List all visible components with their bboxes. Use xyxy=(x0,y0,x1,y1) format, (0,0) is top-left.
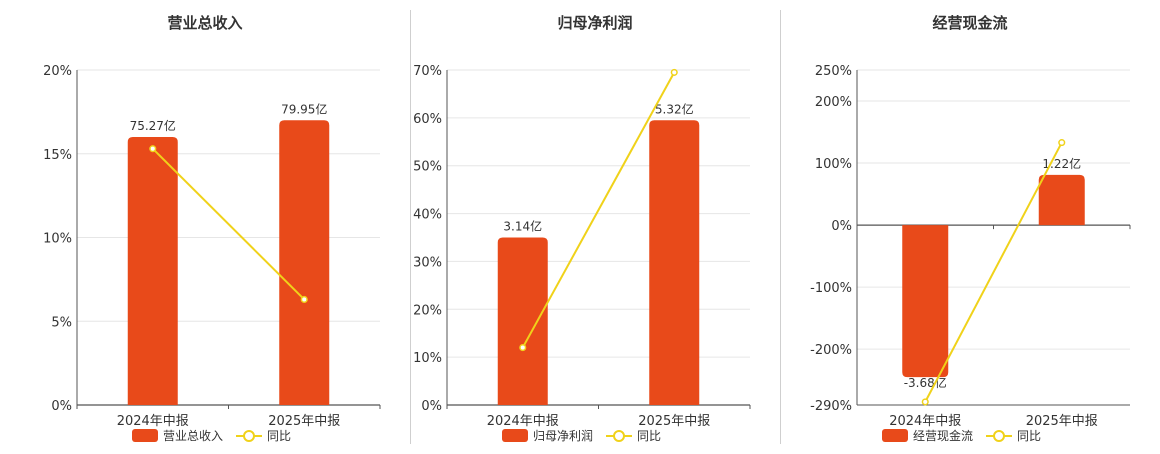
bar-value-label: 75.27亿 xyxy=(130,118,176,133)
cash-flow-chart-panel: 经营现金流 -290% -200% -100% 0% 100% 200% 250% 2024年… xyxy=(780,0,1160,450)
legend-line-label: 同比 xyxy=(1017,429,1041,443)
yoy-point xyxy=(300,295,308,304)
y-tick-label: 70% xyxy=(413,64,442,79)
yoy-point xyxy=(921,398,929,406)
x-tick-label: 2025年中报 xyxy=(1026,414,1098,429)
revenue-chart: 0% 5% 10% 15% 20% 2024年中报 2025年中报 75.27亿 79.95亿营… xyxy=(43,64,381,443)
y-tick-label: 100% xyxy=(815,157,852,172)
y-tick-label: -200% xyxy=(810,343,852,358)
y-tick-label: 0% xyxy=(421,399,442,414)
legend-line-label: 同比 xyxy=(637,429,661,443)
legend-bar-label: 归母净利润 xyxy=(533,429,593,443)
y-tick-label: 10% xyxy=(43,232,72,247)
legend-bar-swatch xyxy=(132,429,158,442)
bar xyxy=(279,120,330,405)
legend-line-label: 同比 xyxy=(267,429,291,443)
revenue-chart-panel: 营业总收入 0% 5% 10% 15% 20% 2024年中报 2025年中报 75.27亿 7… xyxy=(0,0,410,450)
legend-line-marker xyxy=(613,430,625,442)
bar xyxy=(902,225,949,378)
x-tick-label: 2025年中报 xyxy=(638,414,710,429)
chart-title: 经营现金流 xyxy=(932,14,1008,32)
bar xyxy=(497,237,548,405)
y-tick-label: 200% xyxy=(815,95,852,110)
y-tick-label: -290% xyxy=(810,399,852,414)
chart-title: 归母净利润 xyxy=(557,14,633,32)
bar-value-label: 3.14亿 xyxy=(503,219,542,234)
y-tick-label: 15% xyxy=(43,148,72,163)
legend-bar-swatch xyxy=(502,429,528,442)
x-tick-label: 2024年中报 xyxy=(487,414,559,429)
y-tick-label: 40% xyxy=(413,208,442,223)
net-profit-chart: 0% 10% 20% 30% 40% 50% 60% 70% 2024年中报 2025年中报 3.1… xyxy=(413,64,751,443)
x-tick-label: 2024年中报 xyxy=(117,414,189,429)
panel-divider xyxy=(410,10,411,444)
yoy-point xyxy=(149,145,157,153)
y-tick-label: 20% xyxy=(43,64,72,79)
x-tick-label: 2025年中报 xyxy=(268,414,340,429)
legend-bar-label: 营业总收入 xyxy=(163,429,223,443)
y-tick-label: 0% xyxy=(831,219,852,234)
y-tick-label: 250% xyxy=(815,64,852,79)
legend-bar-swatch xyxy=(882,429,908,442)
bar xyxy=(649,120,700,405)
legend-line-marker xyxy=(243,430,255,442)
y-tick-label: 60% xyxy=(413,112,442,127)
y-tick-label: 5% xyxy=(51,315,72,330)
y-tick-label: -100% xyxy=(810,281,852,296)
yoy-line xyxy=(521,71,676,349)
y-tick-label: 0% xyxy=(51,399,72,414)
panel-divider xyxy=(780,10,781,444)
bar-value-label: -3.68亿 xyxy=(904,375,947,390)
bar xyxy=(127,137,178,405)
cash-flow-chart: -290% -200% -100% 0% 100% 200% 250% 2024年中报 2025… xyxy=(810,64,1131,443)
bar xyxy=(1038,174,1085,226)
x-tick-label: 2024年中报 xyxy=(889,414,961,429)
net-profit-chart-panel: 归母净利润 0% 10% 20% 30% 40% 50% 60% 70% 2024年中报 2025… xyxy=(410,0,780,450)
yoy-point xyxy=(1058,139,1066,147)
yoy-point xyxy=(519,344,527,352)
y-tick-label: 50% xyxy=(413,160,442,175)
bar-value-label: 79.95亿 xyxy=(281,101,327,116)
legend-line-marker xyxy=(993,430,1005,442)
yoy-line xyxy=(152,148,305,301)
yoy-line xyxy=(924,142,1063,403)
y-tick-label: 10% xyxy=(413,351,442,366)
y-tick-label: 30% xyxy=(413,255,442,270)
bar-value-label: 5.32亿 xyxy=(655,101,694,116)
y-tick-label: 20% xyxy=(413,303,442,318)
legend-bar-label: 经营现金流 xyxy=(913,428,973,443)
yoy-point xyxy=(670,68,678,76)
chart-title: 营业总收入 xyxy=(167,14,243,32)
